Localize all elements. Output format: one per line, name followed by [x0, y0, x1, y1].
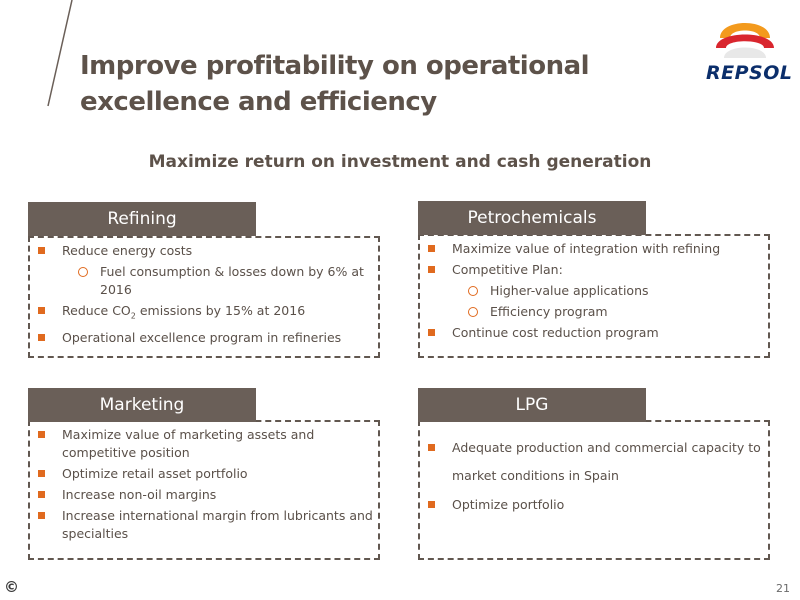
circle-bullet-icon: [468, 307, 478, 317]
refining-list: Reduce energy costs Fuel consumption & l…: [38, 242, 378, 350]
lpg-list: Adequate production and commercial capac…: [428, 434, 768, 517]
bullet-icon: [428, 501, 435, 508]
bullet-icon: [38, 491, 45, 498]
marketing-tab: Marketing: [28, 388, 256, 422]
bullet-icon: [38, 512, 45, 519]
petrochemicals-tab: Petrochemicals: [418, 201, 646, 235]
page-title: Improve profitability on operational exc…: [80, 51, 590, 117]
bullet-icon: [38, 431, 45, 438]
refining-tab: Refining: [28, 202, 256, 236]
petrochemicals-box: [418, 234, 770, 358]
lpg-panel: LPG Adequate production and commercial c…: [418, 388, 774, 560]
list-item: Competitive Plan:: [428, 261, 768, 279]
list-item: Adequate production and commercial capac…: [428, 434, 768, 490]
bullet-icon: [38, 307, 45, 314]
lpg-tab: LPG: [418, 388, 646, 422]
list-item: Fuel consumption & losses down by 6% at …: [38, 263, 378, 299]
list-item: Maximize value of marketing assets and c…: [38, 426, 378, 462]
list-item: Reduce CO2 emissions by 15% at 2016: [38, 302, 378, 326]
page-number: 21: [776, 582, 790, 595]
list-item: Increase international margin from lubri…: [38, 507, 378, 543]
repsol-logo-icon: [716, 23, 774, 58]
marketing-panel: Marketing Maximize value of marketing as…: [28, 388, 384, 560]
bullet-icon: [428, 245, 435, 252]
bullet-icon: [38, 333, 45, 341]
copyright-symbol: ©: [4, 578, 19, 596]
list-item: Continue cost reduction program: [428, 324, 768, 342]
list-item: Operational excellence program in refine…: [38, 329, 378, 347]
subtitle: Maximize return on investment and cash g…: [148, 152, 652, 172]
marketing-list: Maximize value of marketing assets and c…: [38, 426, 378, 546]
bullet-icon: [38, 470, 45, 477]
petrochemicals-list: Maximize value of integration with refin…: [428, 240, 768, 345]
list-item: Optimize retail asset portfolio: [38, 465, 378, 483]
bullet-icon: [428, 266, 435, 273]
bullet-icon: [428, 329, 435, 336]
bullet-icon: [428, 444, 435, 451]
list-item: Reduce energy costs: [38, 242, 378, 260]
circle-bullet-icon: [468, 286, 478, 296]
petrochemicals-panel: Petrochemicals Maximize value of integra…: [418, 201, 774, 359]
repsol-logo-text: REPSOL: [706, 62, 793, 84]
list-item: Efficiency program: [428, 303, 768, 321]
list-item: Maximize value of integration with refin…: [428, 240, 768, 258]
repsol-logo: REPSOL: [700, 8, 793, 84]
list-item: Increase non-oil margins: [38, 486, 378, 504]
list-item: Optimize portfolio: [428, 496, 768, 514]
refining-box: [28, 236, 380, 358]
circle-bullet-icon: [78, 267, 88, 277]
refining-panel: Refining Reduce energy costs Fuel consum…: [28, 202, 384, 358]
bullet-icon: [38, 247, 45, 254]
list-item: Higher-value applications: [428, 282, 768, 300]
